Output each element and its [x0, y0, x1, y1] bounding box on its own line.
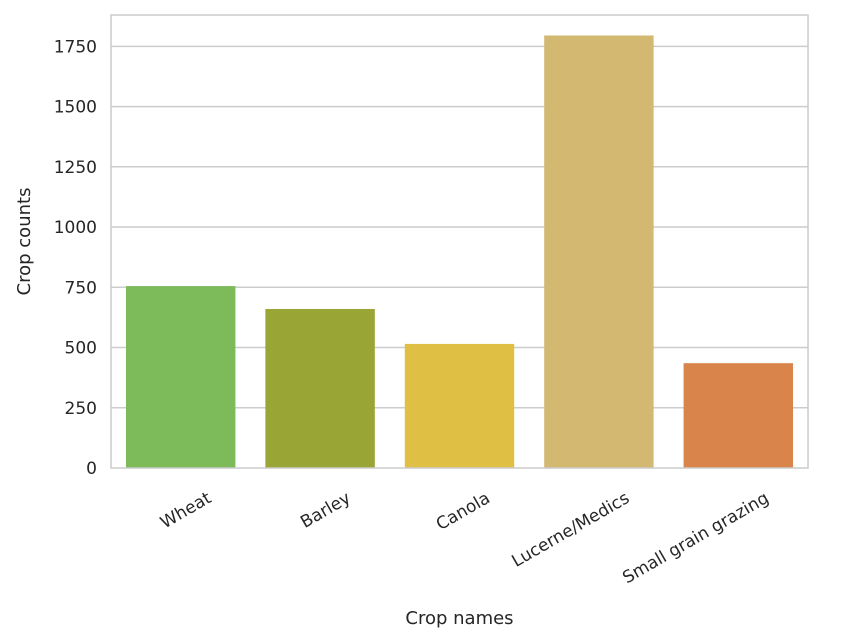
x-tick-label: Small grain grazing: [619, 488, 772, 588]
x-tick-label: Barley: [297, 488, 354, 532]
y-tick-label: 250: [65, 399, 97, 419]
y-tick-labels: 0 250 500 750 1000 1250 1500 1750: [54, 37, 97, 479]
bars: [125, 35, 794, 468]
plot-frame: [110, 14, 809, 469]
bar-wheat: [125, 286, 236, 468]
x-tick-label: Lucerne/Medics: [509, 488, 634, 572]
y-tick-label: 1000: [54, 218, 97, 238]
y-tick-label: 1750: [54, 37, 97, 57]
x-axis-label: Crop names: [405, 608, 513, 629]
x-tick-label: Canola: [433, 488, 494, 535]
y-tick-label: 500: [65, 339, 97, 359]
y-axis-label: Crop counts: [14, 188, 35, 296]
x-tick-label: Wheat: [157, 488, 215, 533]
bar-canola: [404, 343, 515, 468]
y-tick-label: 1250: [54, 158, 97, 178]
y-tick-label: 750: [65, 278, 97, 298]
bar-small-grain-grazing: [683, 363, 794, 468]
y-tick-label: 1500: [54, 98, 97, 118]
bar-barley: [265, 308, 375, 468]
y-tick-label: 0: [86, 459, 97, 479]
bar-lucerne-medics: [544, 35, 654, 468]
